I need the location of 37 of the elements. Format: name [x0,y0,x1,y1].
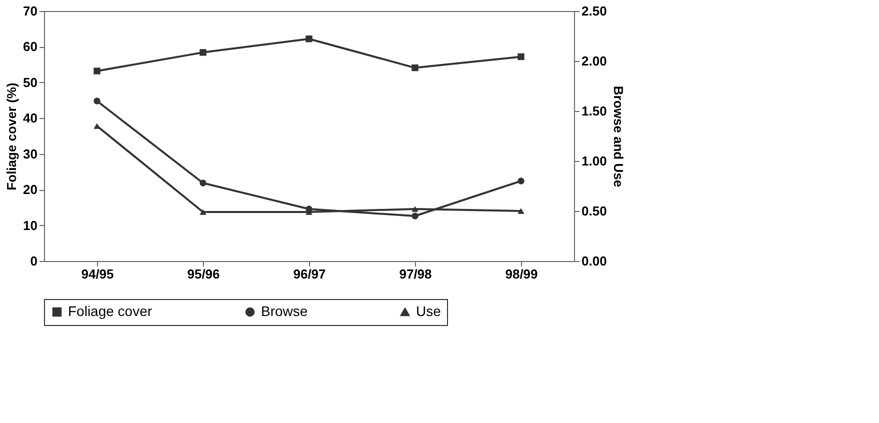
point [94,98,100,104]
y-tick-label: 30 [23,146,38,162]
point [412,206,418,212]
y2-tick-label: 2.50 [582,4,607,18]
point [306,36,312,42]
point [200,209,206,215]
x-tick-label: 95/96 [187,266,220,282]
y-tick-label: 40 [23,110,38,126]
point [518,178,524,184]
point [94,68,100,74]
x-tick-label: 97/98 [399,266,432,282]
point [518,53,524,60]
point [200,180,206,186]
y2-tick-label: 0.50 [582,204,607,218]
legend-label: Browse [261,303,308,319]
legend-label: Use [416,303,442,319]
y-tick-label: 70 [23,4,38,18]
x-tick-label: 94/95 [81,266,114,282]
x-tick-label: 98/99 [505,266,538,282]
legend-label: Foliage cover [68,303,152,319]
point [94,123,100,129]
y-tick-label: 0 [30,254,38,268]
x-tick-label: 96/97 [293,266,326,282]
y2-tick-label: 0.00 [582,254,607,268]
point [412,212,418,220]
y-tick-label: 20 [23,182,38,198]
y2-tick-label: 1.50 [582,104,607,118]
y-tick-label: 50 [23,74,38,90]
y2-tick-label: 1.00 [582,154,607,168]
y2-tick-label: 2.00 [582,54,607,68]
point [200,49,206,56]
y-tick-label: 60 [23,39,38,54]
y2-axis-title: Browse and Use [610,86,626,188]
y-axis-title: Foliage cover (%) [4,82,20,190]
point [412,64,418,72]
point [518,208,524,214]
y-tick-label: 10 [23,218,38,233]
